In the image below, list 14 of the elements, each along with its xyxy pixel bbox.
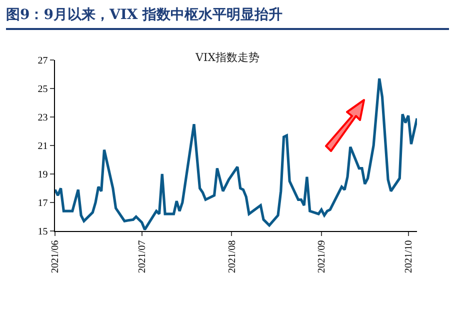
x-tick-label: 2021/07 (137, 240, 148, 273)
x-tick-label: 2021/06 (50, 240, 62, 273)
y-tick-label: 23 (38, 112, 48, 124)
y-tick-label: 27 (38, 56, 48, 66)
chart-subtitle: VIX指数走势 (194, 50, 260, 64)
y-tick-label: 25 (38, 84, 48, 95)
x-tick-label: 2021/10 (404, 240, 415, 273)
y-tick-label: 21 (38, 141, 48, 152)
y-tick-label: 15 (38, 226, 48, 238)
y-tick-label: 17 (38, 198, 48, 209)
x-tick-label: 2021/09 (316, 240, 328, 273)
x-tick-label: 2021/08 (226, 240, 238, 273)
y-tick-label: 19 (38, 170, 48, 180)
chart-title: 图9：9月以来，VIX 指数中枢水平明显抬升 (6, 4, 449, 30)
